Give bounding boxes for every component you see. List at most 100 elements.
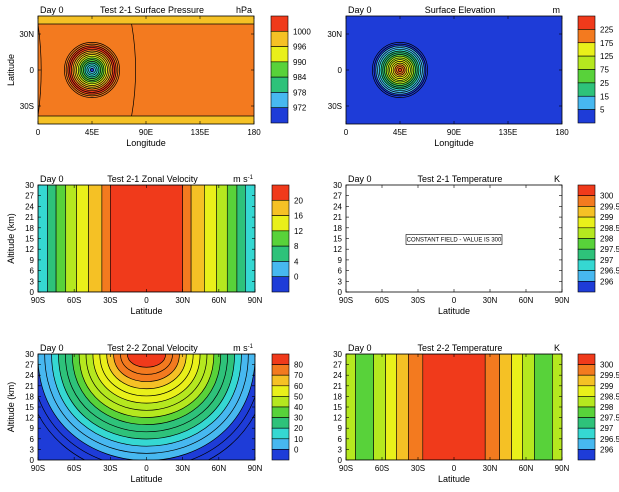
colorbar-box [270,46,289,63]
y-tick-label: 21 [25,382,34,391]
x-tick-label: 135E [499,128,518,137]
x-tick-label: 90N [248,296,263,305]
edge-band-top [38,16,254,24]
colorbar-box [577,206,596,218]
y-tick-label: 12 [333,245,342,254]
colorbar-box [270,107,289,124]
x-tick-label: 30S [103,464,117,473]
y-tick-label: 30N [19,30,34,39]
colorbar-label: 16 [294,212,303,221]
plot-content [38,185,255,292]
colorbar-box [577,227,596,239]
y-tick-label: 21 [25,213,34,222]
x-tick-label: 90S [339,296,353,305]
x-tick-label: 90E [447,128,461,137]
colorbar-box [577,270,596,282]
contour-band [65,185,77,292]
y-tick-label: 30S [328,102,342,111]
panel-title: Test 2-1 Surface Pressure [100,5,204,15]
contour-band [355,354,374,460]
colorbar-box [577,374,596,387]
contour-band [385,354,397,460]
colorbar-label: 10 [294,435,303,444]
contour-band [110,185,183,292]
contour-band [522,354,535,460]
y-tick-label: 12 [25,414,34,423]
colorbar-label: 296.5 [600,435,619,444]
panel-label: Day 0 [40,174,64,184]
colorbar-label: 299 [600,213,614,222]
colorbar-box [577,238,596,250]
x-tick-label: 60N [519,464,534,473]
plot-area-1 [346,16,562,124]
colorbar-label: 1000 [293,27,311,36]
panel-label: Day 0 [40,5,64,15]
contour-band [76,185,89,292]
colorbar-box [271,276,290,293]
y-tick-label: 27 [333,192,342,201]
y-tick-label: 0 [338,66,343,75]
y-tick-label: 27 [25,361,34,370]
contour-ring [89,67,95,73]
y-tick-label: 0 [338,288,343,297]
y-tick-label: 18 [333,392,342,401]
colorbar-box [577,69,596,84]
x-tick-label: 90S [31,464,45,473]
colorbar-label: 297 [600,424,614,433]
colorbar-label: 8 [294,242,299,251]
colorbar-label: 298.5 [600,392,619,401]
x-tick-label: 0 [144,296,149,305]
x-tick-label: 180 [247,128,261,137]
colorbar-box [577,82,596,97]
colorbar-label: 25 [600,79,609,88]
colorbar-label: 296 [600,277,614,286]
colorbar-box [271,406,290,418]
contour-band [88,185,103,292]
contour-band [55,185,67,292]
x-axis-label: Longitude [126,138,166,148]
x-tick-label: 30N [175,296,190,305]
x-tick-label: 60S [67,464,81,473]
y-tick-label: 24 [333,202,342,211]
contour-band [216,185,228,292]
colorbar-label: 996 [293,43,307,52]
x-tick-label: 90S [31,296,45,305]
y-tick-label: 21 [333,382,342,391]
x-tick-label: 30S [411,464,425,473]
panel-label: Day 0 [40,343,64,353]
colorbar-box [577,417,596,429]
x-tick-label: 0 [452,296,457,305]
colorbar-label: 296 [600,445,614,454]
axes-1: 0 45E 90E 135E 180 30N 0 30S Longitude Day 0 Surfa… [327,5,569,148]
colorbar-label: 297 [600,256,614,265]
x-tick-label: 60N [211,464,226,473]
colorbar-box [577,15,596,30]
y-tick-label: 27 [333,361,342,370]
x-tick-label: 60N [519,296,534,305]
colorbar-label: 50 [294,392,303,401]
units-label: K [554,174,560,184]
x-tick-label: 0 [144,464,149,473]
colorbar-2: 20 16 12 8 4 0 [271,184,303,293]
x-tick-label: 90S [339,464,353,473]
colorbar-box [271,417,290,429]
colorbar-label: 60 [294,382,303,391]
colorbar-box [271,427,290,440]
x-tick-label: 60N [211,296,226,305]
colorbar-label: 990 [293,58,307,67]
colorbar-box [577,29,596,44]
units-label: m s-1 [233,343,253,353]
contour-band [484,354,500,460]
colorbar-label: 300 [600,361,614,370]
y-tick-label: 15 [25,235,34,244]
x-axis-label: Latitude [438,474,470,484]
colorbar-box [270,92,289,109]
colorbar-box [577,259,596,271]
y-tick-label: 30S [20,102,34,111]
colorbar-label: 299 [600,382,614,391]
colorbar-label: 225 [600,25,614,34]
units-exponent: -1 [248,344,254,350]
